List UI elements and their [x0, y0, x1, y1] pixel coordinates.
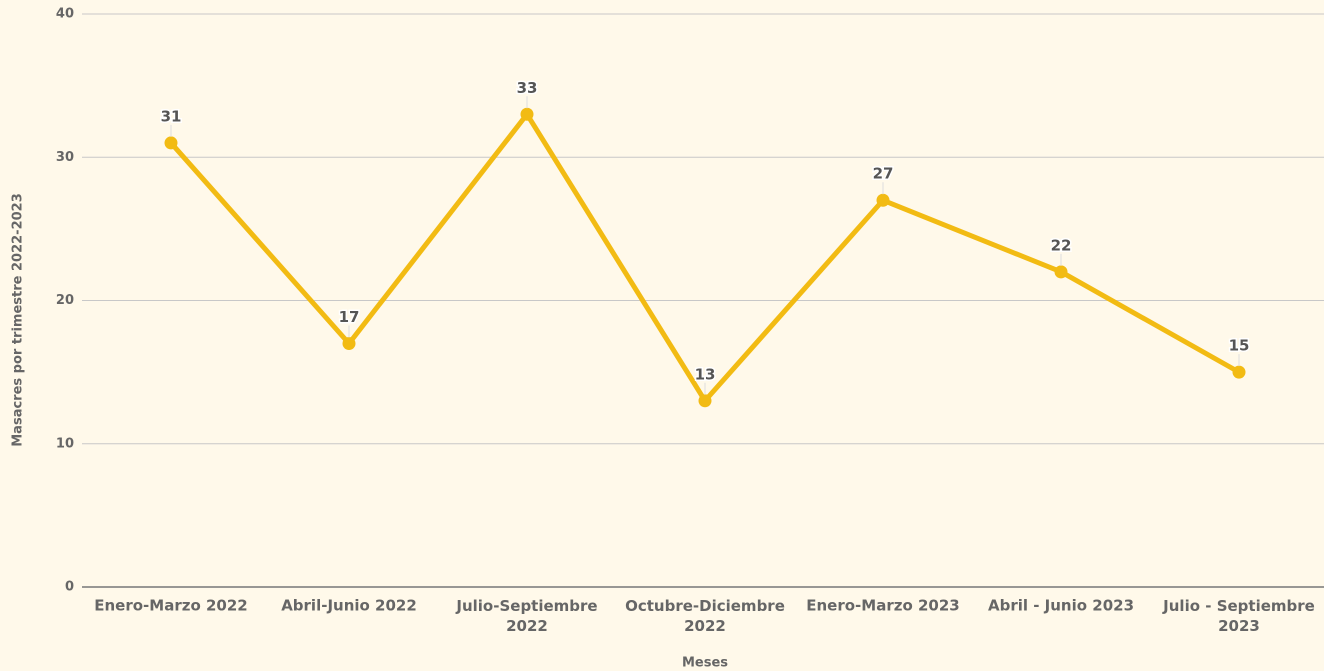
y-tick-label: 10 [56, 436, 74, 451]
y-tick-label: 20 [56, 293, 74, 308]
y-tick-label: 30 [56, 150, 74, 165]
point [342, 336, 356, 350]
data-label: 17 [339, 308, 360, 326]
point [1232, 365, 1246, 379]
data-label: 27 [873, 165, 894, 183]
x-tick-label: Enero-Marzo 2022 [94, 597, 247, 615]
x-axis-title: Meses [682, 656, 728, 671]
point [698, 394, 712, 408]
point [876, 193, 890, 207]
x-tick-label: Abril-Junio 2022 [281, 597, 417, 615]
data-label: 33 [517, 79, 538, 97]
data-label: 22 [1051, 236, 1072, 254]
data-label: 13 [695, 365, 716, 383]
data-label: 31 [161, 107, 182, 125]
y-tick-label: 0 [65, 580, 74, 595]
x-tick-label: Julio - Septiembre 2023 [1162, 597, 1315, 635]
x-tick-label: Octubre-Diciembre 2022 [625, 597, 785, 635]
x-tick-label: Abril - Junio 2023 [988, 597, 1134, 615]
y-axis-title: Masacres por trimestre 2022-2023 [11, 193, 26, 447]
x-tick-label: Enero-Marzo 2023 [806, 597, 959, 615]
y-tick-label: 40 [56, 7, 74, 22]
point [1054, 265, 1068, 279]
point [520, 107, 534, 121]
x-tick-label: Julio-Septiembre 2022 [455, 597, 597, 635]
data-label: 15 [1229, 337, 1250, 355]
point [164, 136, 178, 150]
